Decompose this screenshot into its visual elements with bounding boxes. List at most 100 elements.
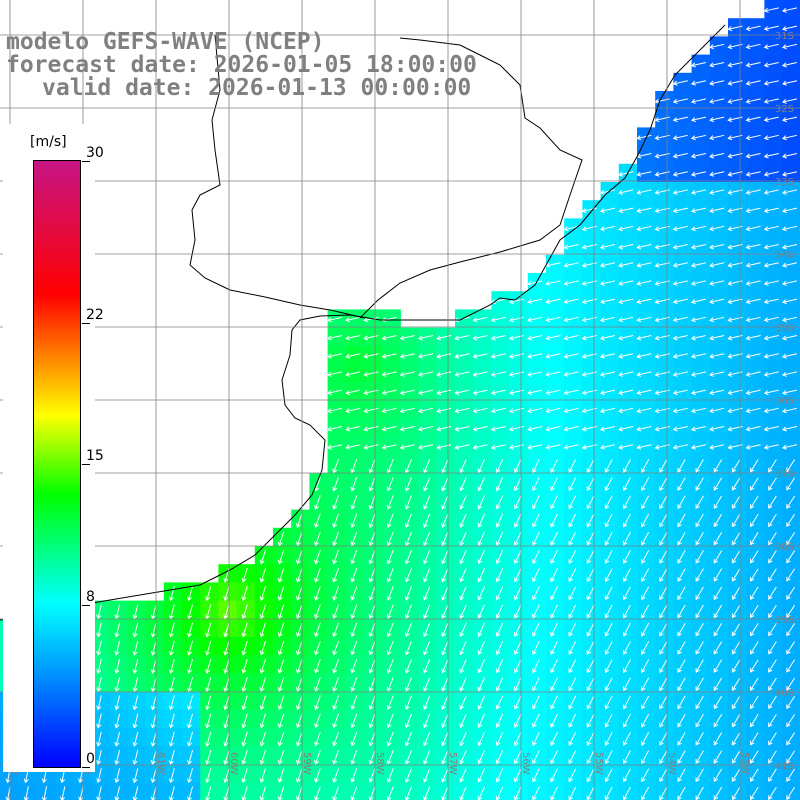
wind-arrow	[132, 658, 139, 674]
wind-arrow	[677, 495, 686, 510]
wind-arrow	[332, 731, 339, 747]
wind-arrow	[731, 604, 741, 619]
wind-arrow	[327, 316, 343, 323]
wind-arrow	[495, 659, 504, 674]
wind-arrow	[332, 513, 339, 529]
wind-arrow	[618, 298, 634, 305]
wind-arrow	[709, 298, 725, 305]
wind-arrow	[750, 459, 759, 473]
wind-arrow	[404, 640, 412, 656]
wind-arrow	[295, 513, 303, 529]
wind-arrow	[586, 477, 595, 492]
wind-arrow	[404, 750, 412, 765]
wind-arrow	[241, 786, 248, 800]
wind-arrow	[114, 713, 121, 729]
wind-arrow	[381, 407, 397, 414]
wind-arrow	[550, 732, 558, 747]
wind-arrow	[150, 658, 157, 674]
wind-arrow	[786, 659, 796, 673]
wind-arrow	[745, 207, 761, 214]
wind-arrow	[745, 62, 761, 68]
wind-arrow	[477, 677, 485, 692]
wind-arrow	[259, 659, 267, 674]
wind-arrow	[731, 677, 741, 691]
colorbar-tick	[82, 322, 90, 324]
wind-arrow	[768, 623, 777, 637]
wind-arrow	[363, 353, 379, 359]
lon-label: 57W	[447, 752, 458, 775]
wind-arrow	[314, 622, 321, 638]
wind-arrow	[641, 604, 650, 619]
lat-label: 36S	[775, 396, 794, 407]
wind-arrow	[495, 568, 504, 583]
wind-arrow	[509, 335, 525, 341]
wind-arrow	[782, 62, 798, 68]
wind-arrow	[418, 335, 434, 341]
wind-arrow	[345, 426, 361, 432]
wind-arrow	[345, 407, 361, 414]
wind-arrow	[568, 622, 577, 637]
wind-arrow	[745, 371, 761, 377]
wind-arrow	[550, 641, 558, 656]
wind-arrow	[513, 477, 522, 492]
colorbar-label: 0	[86, 751, 95, 767]
wind-arrow	[545, 298, 561, 305]
wind-arrow	[695, 750, 704, 764]
wind-arrow	[259, 731, 267, 747]
wind-arrow	[345, 316, 361, 323]
wind-arrow	[223, 695, 230, 711]
wind-arrow	[691, 298, 707, 305]
wind-arrow	[187, 695, 194, 711]
wind-arrow	[600, 262, 616, 268]
wind-arrow	[768, 550, 777, 564]
wind-arrow	[490, 371, 506, 377]
wind-arrow	[659, 568, 668, 582]
wind-arrow	[563, 262, 579, 268]
wind-arrow	[259, 622, 267, 638]
wind-arrow	[745, 189, 761, 195]
wind-arrow	[691, 244, 707, 250]
wind-arrow	[259, 695, 267, 711]
wind-arrow	[168, 749, 175, 765]
wind-arrow	[332, 586, 339, 601]
wind-arrow	[472, 426, 488, 432]
wind-arrow	[782, 244, 798, 250]
wind-arrow	[277, 677, 285, 692]
wind-arrow	[750, 568, 759, 582]
wind-arrow	[581, 262, 597, 268]
wind-arrow	[350, 549, 358, 565]
wind-arrow	[563, 335, 579, 341]
wind-arrow	[568, 513, 577, 528]
wind-arrow	[672, 207, 688, 214]
wind-arrow	[586, 586, 595, 601]
wind-arrow	[622, 531, 631, 546]
lat-label: 37S	[775, 469, 794, 480]
wind-arrow	[223, 749, 230, 765]
wind-arrow	[745, 25, 761, 32]
wind-arrow	[600, 389, 616, 396]
wind-arrow	[568, 659, 577, 674]
wind-arrow	[586, 768, 595, 783]
wind-arrow	[295, 731, 303, 747]
wind-arrow	[259, 549, 267, 565]
wind-arrow	[641, 641, 650, 655]
wind-arrow	[532, 677, 540, 692]
lon-label: 55W	[593, 752, 604, 775]
wind-arrow	[695, 568, 704, 582]
wind-arrow	[550, 713, 558, 728]
wind-arrow	[386, 786, 394, 800]
wind-arrow	[550, 495, 558, 510]
wind-arrow	[709, 280, 725, 286]
wind-arrow	[659, 531, 668, 546]
wind-arrow	[677, 531, 686, 546]
lon-label: 56W	[520, 752, 531, 775]
wind-arrow	[691, 280, 707, 286]
wind-arrow	[745, 134, 761, 141]
wind-arrow	[459, 659, 467, 674]
wind-arrow	[381, 444, 397, 450]
wind-arrow	[763, 244, 779, 250]
wind-arrow	[459, 750, 467, 765]
wind-arrow	[532, 477, 540, 492]
wind-arrow	[327, 389, 343, 396]
wind-arrow	[782, 444, 798, 450]
